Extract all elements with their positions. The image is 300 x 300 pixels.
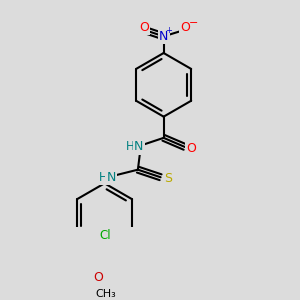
Text: S: S — [164, 172, 172, 185]
Text: O: O — [187, 142, 196, 155]
Text: Cl: Cl — [99, 229, 111, 242]
Text: +: + — [166, 26, 172, 35]
Text: O: O — [139, 21, 149, 34]
Text: CH₃: CH₃ — [96, 289, 116, 299]
Text: O: O — [180, 21, 190, 34]
Text: −: − — [189, 18, 199, 28]
Text: N: N — [134, 140, 143, 153]
Text: O: O — [94, 271, 103, 284]
Text: N: N — [107, 171, 116, 184]
Text: N: N — [159, 30, 168, 43]
Text: H: H — [99, 171, 107, 184]
Text: H: H — [126, 140, 135, 153]
